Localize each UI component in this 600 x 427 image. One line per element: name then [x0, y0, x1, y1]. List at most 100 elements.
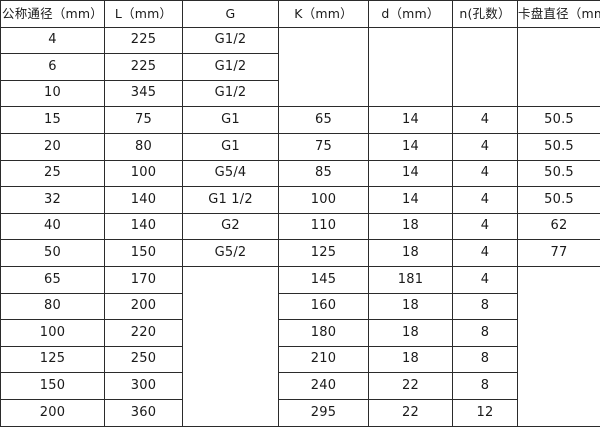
table-header-row: 公称通径（mm） L（mm） G K（mm） d（mm） n(孔数） 卡盘直径（…	[1, 1, 600, 28]
cell-d: 14	[369, 107, 453, 134]
table-row: 200 360 295 22 12	[1, 399, 600, 426]
cell-nominal-diameter: 65	[1, 266, 105, 293]
cell-chuck-diameter: 50.5	[518, 187, 600, 214]
cell-nominal-diameter: 25	[1, 160, 105, 187]
cell-d: 14	[369, 187, 453, 214]
cell-thread-g: G1/2	[183, 80, 279, 107]
cell-nominal-diameter: 50	[1, 240, 105, 267]
cell-chuck-diameter: 77	[518, 240, 600, 267]
cell-k: 65	[279, 107, 369, 134]
cell-hole-count: 4	[453, 160, 518, 187]
column-header-d: d（mm）	[369, 1, 453, 28]
cell-k: 210	[279, 346, 369, 373]
cell-nominal-diameter: 10	[1, 80, 105, 107]
cell-hole-count: 8	[453, 346, 518, 373]
cell-k: 75	[279, 133, 369, 160]
cell-chuck-diameter: 50.5	[518, 160, 600, 187]
cell-k: 125	[279, 240, 369, 267]
cell-length: 220	[105, 320, 183, 347]
cell-d: 22	[369, 399, 453, 426]
column-header-k: K（mm）	[279, 1, 369, 28]
cell-k: 145	[279, 266, 369, 293]
table-row: 40 140 G2 110 18 4 62	[1, 213, 600, 240]
cell-k: 240	[279, 373, 369, 400]
cell-d: 14	[369, 160, 453, 187]
cell-thread-g: G1/2	[183, 54, 279, 81]
cell-length: 360	[105, 399, 183, 426]
cell-length: 345	[105, 80, 183, 107]
cell-thread-g: G1/2	[183, 27, 279, 54]
table-row: 80 200 160 18 8	[1, 293, 600, 320]
cell-d: 14	[369, 133, 453, 160]
cell-hole-count: 4	[453, 133, 518, 160]
column-header-hole-count: n(孔数）	[453, 1, 518, 28]
cell-nominal-diameter: 40	[1, 213, 105, 240]
column-header-chuck-diameter: 卡盘直径（mm）	[518, 1, 600, 28]
cell-thread-g: G5/4	[183, 160, 279, 187]
cell-length: 140	[105, 213, 183, 240]
table-row: 32 140 G1 1/2 100 14 4 50.5	[1, 187, 600, 214]
cell-nominal-diameter: 20	[1, 133, 105, 160]
cell-k: 295	[279, 399, 369, 426]
cell-hole-count: 4	[453, 187, 518, 214]
table-row: 25 100 G5/4 85 14 4 50.5	[1, 160, 600, 187]
column-header-thread-g: G	[183, 1, 279, 28]
cell-k-blank	[279, 27, 369, 107]
table-row: 150 300 240 22 8	[1, 373, 600, 400]
cell-chuck-diameter-blank	[518, 27, 600, 107]
table-row: 20 80 G1 75 14 4 50.5	[1, 133, 600, 160]
cell-hole-count: 8	[453, 373, 518, 400]
cell-d: 22	[369, 373, 453, 400]
cell-d: 181	[369, 266, 453, 293]
cell-length: 300	[105, 373, 183, 400]
cell-thread-g: G2	[183, 213, 279, 240]
cell-k: 180	[279, 320, 369, 347]
cell-nominal-diameter: 6	[1, 54, 105, 81]
table-row: 15 75 G1 65 14 4 50.5	[1, 107, 600, 134]
cell-length: 170	[105, 266, 183, 293]
cell-k: 100	[279, 187, 369, 214]
cell-chuck-diameter: 50.5	[518, 133, 600, 160]
cell-d: 18	[369, 213, 453, 240]
cell-length: 225	[105, 54, 183, 81]
cell-nominal-diameter: 15	[1, 107, 105, 134]
cell-hole-count: 8	[453, 293, 518, 320]
cell-thread-g: G1 1/2	[183, 187, 279, 214]
column-header-length: L（mm）	[105, 1, 183, 28]
cell-chuck-diameter: 62	[518, 213, 600, 240]
cell-k: 85	[279, 160, 369, 187]
cell-nominal-diameter: 80	[1, 293, 105, 320]
cell-nominal-diameter: 4	[1, 27, 105, 54]
cell-hole-count: 4	[453, 266, 518, 293]
cell-hole-count: 4	[453, 213, 518, 240]
cell-length: 75	[105, 107, 183, 134]
cell-length: 225	[105, 27, 183, 54]
cell-length: 80	[105, 133, 183, 160]
cell-length: 200	[105, 293, 183, 320]
cell-hole-count: 4	[453, 240, 518, 267]
cell-hole-count-blank	[453, 27, 518, 107]
cell-k: 160	[279, 293, 369, 320]
cell-hole-count: 4	[453, 107, 518, 134]
table-row: 100 220 180 18 8	[1, 320, 600, 347]
cell-chuck-diameter: 50.5	[518, 107, 600, 134]
cell-length: 250	[105, 346, 183, 373]
cell-nominal-diameter: 125	[1, 346, 105, 373]
cell-nominal-diameter: 150	[1, 373, 105, 400]
cell-thread-g: G1	[183, 107, 279, 134]
cell-nominal-diameter: 32	[1, 187, 105, 214]
cell-hole-count: 8	[453, 320, 518, 347]
cell-d: 18	[369, 293, 453, 320]
cell-d: 18	[369, 320, 453, 347]
cell-nominal-diameter: 100	[1, 320, 105, 347]
table-row: 4 225 G1/2	[1, 27, 600, 54]
cell-thread-g: G5/2	[183, 240, 279, 267]
table-row: 50 150 G5/2 125 18 4 77	[1, 240, 600, 267]
column-header-nominal-diameter: 公称通径（mm）	[1, 1, 105, 28]
cell-d: 18	[369, 240, 453, 267]
cell-d-blank	[369, 27, 453, 107]
table-row: 65 170 145 181 4	[1, 266, 600, 293]
cell-nominal-diameter: 200	[1, 399, 105, 426]
cell-length: 150	[105, 240, 183, 267]
